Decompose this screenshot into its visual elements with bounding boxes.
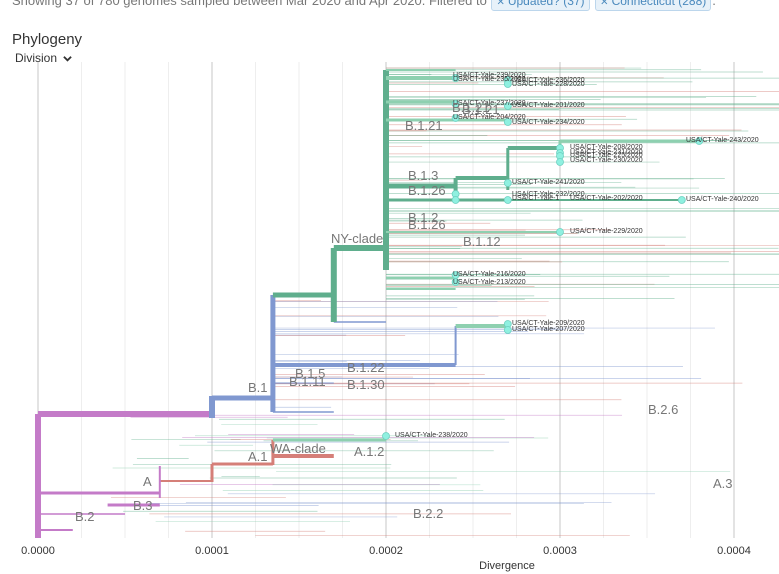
clade-label: B.1.21 (462, 102, 500, 117)
clade-label: B.1.22 (347, 360, 385, 375)
tip-label: USA/CT-Yale-235/2020 (453, 76, 526, 83)
tip-label: USA/CT-Yale-216/2020 (453, 271, 526, 278)
tree-branches[interactable] (35, 67, 779, 538)
tip-marker (503, 118, 512, 126)
tip-label: USA/CT-Yale-234/2020 (512, 119, 585, 126)
tip-marker (503, 80, 512, 88)
tip-label: USA/CT-Yale-209/2020 (512, 320, 585, 327)
clade-label: B.1.3 (408, 168, 438, 183)
clade-labels: NY-cladeB.1.21B.1.21B.1.3B.1.26B.1.2B.1.… (75, 100, 733, 524)
x-tick-label: 0.0001 (195, 545, 229, 557)
tip-label: USA/CT-Yale-202/2020 (570, 195, 643, 202)
tip-label: USA/CT-Yale-231/2020 (570, 149, 643, 156)
tip-marker (695, 137, 704, 145)
tip-marker (451, 196, 460, 204)
clade-label: B.1.30 (347, 377, 385, 392)
tip-label: USA/CT-Yale-204/2020 (453, 114, 526, 121)
tip-marker (677, 196, 686, 204)
tip-label: USA/CT-Yale-237/2020 (453, 100, 526, 107)
clade-label: B.3 (133, 498, 153, 513)
clade-label: B.2.6 (648, 402, 678, 417)
tip-marker (382, 432, 390, 440)
tree-tips[interactable] (382, 74, 704, 440)
tip-label: USA/CT-Yale-225/2020 (570, 152, 643, 159)
tip-label: USA/CT-Yale-229/2020 (570, 228, 643, 235)
tip-label: USA/CT-Yale-228/2020 (512, 81, 585, 88)
clade-label: A.1 (248, 449, 268, 464)
x-axis: 0.0000 0.0001 0.0002 0.0003 0.0004 Divergence (21, 545, 751, 572)
clade-label: B.1.12 (463, 234, 501, 249)
tip-marker (503, 179, 512, 187)
tip-marker (503, 326, 512, 334)
tip-marker (503, 196, 512, 204)
tip-label: USA/CT-Yale-230/2020 (570, 157, 643, 164)
x-tick-label: 0.0003 (543, 545, 577, 557)
tip-marker (556, 228, 564, 236)
clade-label: B.1 (248, 380, 268, 395)
filter-chip-connecticut[interactable]: ✕ Connecticut (288) (595, 0, 712, 11)
tip-marker (451, 278, 460, 286)
clade-label: B.1.26 (408, 217, 446, 232)
panel-title: Phylogeny (12, 31, 83, 48)
clade-label: B.1.11 (289, 374, 326, 389)
grid-lines (37, 62, 735, 538)
tip-label: USA/CT-Yale-213/2020 (453, 279, 526, 286)
clade-label: B.2 (75, 509, 95, 524)
tip-label: USA/CT-Yale-238/2020 (395, 432, 468, 439)
clade-label: A.1.2 (354, 444, 384, 459)
clade-label: B.1.26 (408, 183, 446, 198)
division-label: Division (15, 51, 58, 65)
clade-label: B.1.5 (295, 366, 325, 381)
tip-label: USA/CT-Yale-239/2020 (453, 72, 526, 79)
clade-label: B.1.21 (405, 118, 443, 133)
clade-label: A (143, 474, 152, 489)
tip-label: USA/CT-Yale-201/2020 (512, 102, 585, 109)
x-axis-label: Divergence (479, 560, 535, 572)
clade-label: NY-clade (331, 231, 383, 246)
tip-marker (556, 158, 564, 166)
clade-label: B.1.21 (452, 100, 490, 115)
remove-filter-icon[interactable]: ✕ (600, 0, 609, 8)
filter-chip-updated[interactable]: ✕ Updated? (37) (491, 0, 590, 11)
tip-label: USA/CT-Yale-208/2020 (570, 144, 643, 151)
x-tick-label: 0.0000 (21, 545, 55, 557)
clade-label: B.1.2 (408, 210, 438, 225)
clade-label: A.3 (713, 476, 733, 491)
remove-filter-icon[interactable]: ✕ (496, 0, 505, 8)
tip-label: USA/CT-Yale-243/2020 (686, 137, 759, 144)
division-dropdown[interactable]: Division (15, 51, 73, 65)
tip-marker (451, 74, 460, 82)
tip-marker (451, 114, 460, 122)
x-tick-label: 0.0004 (717, 545, 751, 557)
tip-marker (503, 102, 512, 110)
filter-status-text: Showing 37 of 780 genomes sampled betwee… (12, 0, 716, 11)
status-prefix: Showing 37 of 780 genomes sampled betwee… (12, 0, 487, 8)
chevron-down-icon (63, 56, 73, 62)
tip-label: USA/CT-Yale-240/2020 (686, 196, 759, 203)
tip-label: USA/CT-Yale-241/2020 (512, 179, 585, 186)
clade-label: B.2.2 (413, 506, 443, 521)
tip-label: USA/CT-Yale-207/2020 (512, 326, 585, 333)
tip-label: USA/CT-Yale-236/2020 (512, 77, 585, 84)
clade-label: WA-clade (270, 441, 326, 456)
tip-marker (451, 100, 460, 108)
tip-label: USA/CT-Yale-232/2020 (512, 191, 585, 198)
x-tick-label: 0.0002 (369, 545, 403, 557)
tip-labels: USA/CT-Yale-239/2020USA/CT-Yale-235/2020… (395, 72, 759, 439)
tip-label: USA/CT-Yale-1 (512, 195, 559, 202)
